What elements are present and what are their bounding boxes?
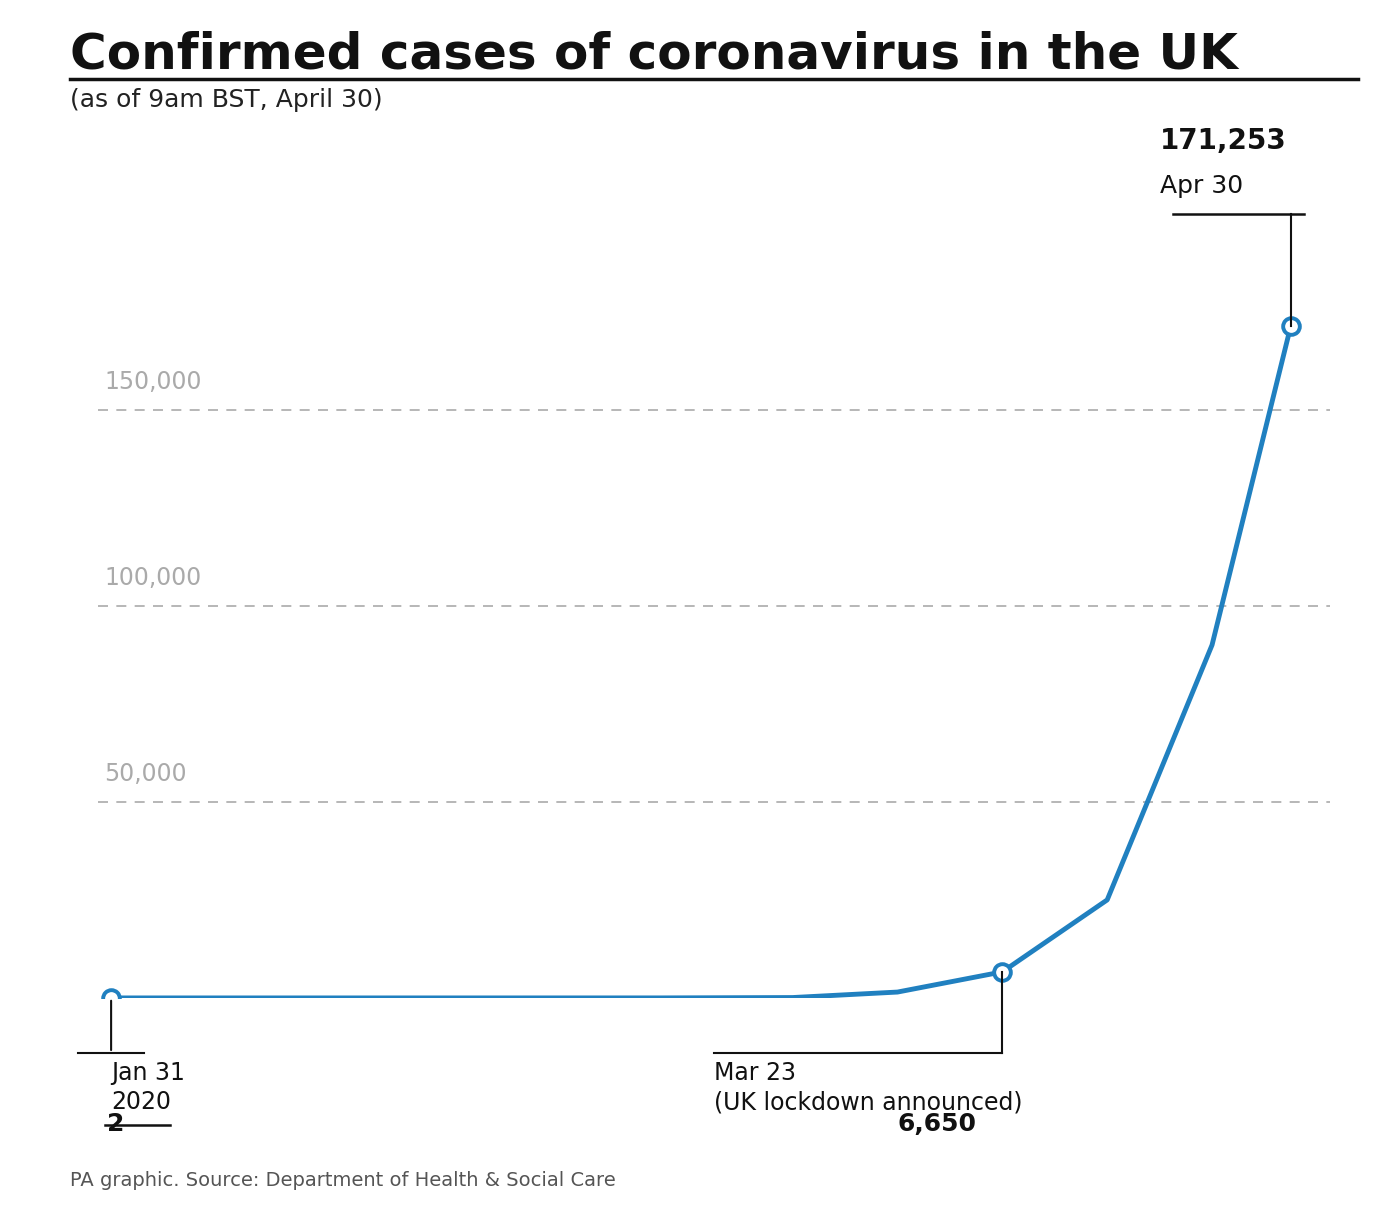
Text: Jan 31
2020: Jan 31 2020 xyxy=(111,1061,185,1115)
Text: 6,650: 6,650 xyxy=(897,1111,976,1135)
Text: (as of 9am BST, April 30): (as of 9am BST, April 30) xyxy=(70,88,382,112)
Text: PA graphic. Source: Department of Health & Social Care: PA graphic. Source: Department of Health… xyxy=(70,1171,616,1190)
Text: Mar 23
(UK lockdown announced): Mar 23 (UK lockdown announced) xyxy=(714,1061,1022,1115)
Text: 50,000: 50,000 xyxy=(105,762,188,786)
Text: 171,253: 171,253 xyxy=(1159,127,1287,155)
Text: Confirmed cases of coronavirus in the UK: Confirmed cases of coronavirus in the UK xyxy=(70,30,1238,78)
Text: 100,000: 100,000 xyxy=(105,566,202,590)
Text: Apr 30: Apr 30 xyxy=(1159,174,1243,198)
Text: 2: 2 xyxy=(108,1111,125,1135)
Text: 150,000: 150,000 xyxy=(105,370,202,394)
